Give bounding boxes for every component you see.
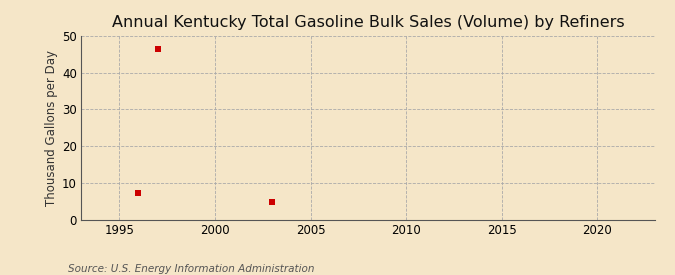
Y-axis label: Thousand Gallons per Day: Thousand Gallons per Day bbox=[45, 50, 58, 206]
Text: Source: U.S. Energy Information Administration: Source: U.S. Energy Information Administ… bbox=[68, 264, 314, 274]
Point bbox=[133, 191, 144, 196]
Point bbox=[152, 46, 163, 51]
Point bbox=[267, 199, 277, 204]
Title: Annual Kentucky Total Gasoline Bulk Sales (Volume) by Refiners: Annual Kentucky Total Gasoline Bulk Sale… bbox=[111, 15, 624, 31]
